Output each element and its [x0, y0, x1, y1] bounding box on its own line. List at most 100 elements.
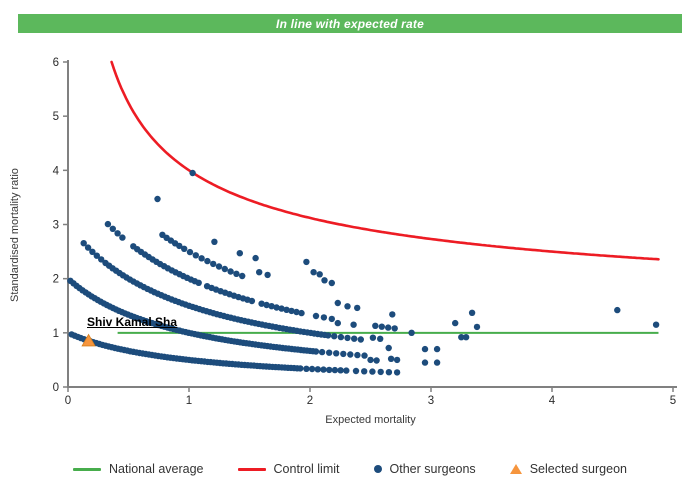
surgeon-dot[interactable] [340, 350, 347, 358]
surgeon-dot[interactable] [312, 348, 320, 355]
surgeon-dot[interactable] [263, 301, 270, 309]
surgeon-dot[interactable] [104, 220, 112, 228]
surgeon-dot[interactable] [227, 268, 234, 275]
surgeon-dot[interactable] [195, 279, 202, 286]
surgeon-dot[interactable] [385, 344, 392, 352]
surgeon-dot[interactable] [473, 323, 481, 331]
surgeon-dot[interactable] [252, 254, 259, 262]
surgeon-dot[interactable] [258, 300, 265, 307]
surgeon-dot[interactable] [334, 319, 341, 327]
surgeon-dot[interactable] [264, 271, 271, 279]
surgeon-dot[interactable] [320, 314, 328, 321]
surgeon-dot[interactable] [421, 345, 429, 353]
surgeon-dot[interactable] [328, 279, 335, 287]
surgeon-dot[interactable] [109, 225, 117, 232]
surgeon-dot[interactable] [361, 352, 368, 359]
surgeon-dot[interactable] [316, 271, 323, 278]
surgeon-dot[interactable] [181, 245, 188, 252]
surgeon-dot[interactable] [236, 250, 243, 257]
surgeon-dot[interactable] [283, 306, 290, 313]
surgeon-dot[interactable] [357, 336, 364, 343]
surgeon-dot[interactable] [367, 356, 374, 364]
surgeon-dot[interactable] [377, 335, 384, 342]
surgeon-dot[interactable] [372, 322, 379, 329]
surgeon-dot[interactable] [421, 359, 429, 366]
surgeon-dot[interactable] [344, 334, 351, 342]
surgeon-dot[interactable] [210, 260, 217, 268]
surgeon-dot[interactable] [192, 252, 199, 259]
surgeon-dot[interactable] [308, 365, 316, 373]
surgeon-dot[interactable] [385, 324, 392, 331]
surgeon-dot[interactable] [377, 368, 384, 376]
surgeon-dot[interactable] [326, 349, 333, 356]
surgeon-dot[interactable] [321, 277, 328, 284]
surgeon-dot[interactable] [433, 359, 441, 366]
surgeon-dot[interactable] [337, 367, 344, 374]
surgeon-dot[interactable] [393, 356, 401, 364]
surgeon-dot[interactable] [331, 366, 339, 374]
surgeon-dot[interactable] [351, 335, 358, 342]
surgeon-dot[interactable] [320, 366, 327, 373]
surgeon-dot[interactable] [378, 323, 385, 330]
surgeon-dot[interactable] [462, 334, 470, 341]
surgeon-dot[interactable] [361, 368, 368, 375]
surgeon-dot[interactable] [114, 230, 121, 237]
surgeon-dot[interactable] [369, 334, 377, 341]
surgeon-dot[interactable] [176, 242, 183, 250]
surgeon-dot[interactable] [211, 238, 218, 245]
surgeon-dot[interactable] [331, 333, 338, 340]
surgeon-dot[interactable] [468, 309, 476, 316]
surgeon-dot[interactable] [84, 244, 92, 251]
surgeon-dot[interactable] [318, 348, 326, 356]
surgeon-dot[interactable] [354, 351, 361, 359]
surgeon-dot[interactable] [233, 270, 240, 277]
surgeon-dot[interactable] [80, 240, 87, 247]
surgeon-dot[interactable] [652, 321, 660, 328]
surgeon-dot[interactable] [256, 269, 263, 276]
surgeon-dot[interactable] [293, 308, 300, 316]
surgeon-dot[interactable] [98, 256, 105, 263]
surgeon-dot[interactable] [352, 367, 360, 375]
surgeon-dot[interactable] [334, 299, 341, 307]
surgeon-dot[interactable] [93, 252, 101, 259]
surgeon-dot[interactable] [119, 234, 126, 241]
surgeon-dot[interactable] [89, 248, 96, 255]
surgeon-dot[interactable] [288, 307, 295, 315]
surgeon-dot[interactable] [393, 369, 401, 376]
surgeon-dot[interactable] [347, 351, 354, 358]
surgeon-dot[interactable] [452, 319, 459, 327]
surgeon-dot[interactable] [389, 311, 396, 318]
surgeon-dot[interactable] [326, 366, 333, 374]
surgeon-dot[interactable] [239, 272, 246, 280]
surgeon-dot[interactable] [333, 350, 340, 357]
surgeon-dot[interactable] [387, 355, 395, 362]
surgeon-dot[interactable] [298, 309, 305, 317]
surgeon-dot[interactable] [204, 257, 211, 265]
surgeon-dot[interactable] [458, 334, 465, 341]
surgeon-dot[interactable] [186, 248, 194, 256]
surgeon-dot[interactable] [154, 195, 161, 203]
surgeon-dot[interactable] [248, 297, 256, 305]
surgeon-dot[interactable] [408, 329, 415, 336]
surgeon-dot[interactable] [350, 321, 357, 328]
selected-surgeon-marker[interactable] [81, 333, 96, 347]
surgeon-dot[interactable] [314, 366, 321, 373]
surgeon-dot[interactable] [385, 369, 393, 376]
surgeon-dot[interactable] [268, 303, 275, 310]
surgeon-dot[interactable] [215, 263, 223, 270]
surgeon-dot[interactable] [189, 169, 196, 177]
surgeon-dot[interactable] [303, 365, 310, 372]
surgeon-dot[interactable] [303, 258, 310, 266]
surgeon-dot[interactable] [328, 315, 335, 323]
surgeon-dot[interactable] [278, 305, 285, 312]
surgeon-dot[interactable] [198, 255, 205, 262]
surgeon-dot[interactable] [373, 357, 380, 364]
surgeon-dot[interactable] [273, 304, 280, 311]
surgeon-dot[interactable] [433, 345, 441, 353]
surgeon-dot[interactable] [369, 368, 376, 375]
surgeon-dot[interactable] [310, 269, 317, 276]
surgeon-dot[interactable] [344, 303, 351, 310]
surgeon-dot[interactable] [337, 333, 345, 341]
surgeon-dot[interactable] [614, 306, 621, 314]
surgeon-dot[interactable] [312, 312, 320, 320]
